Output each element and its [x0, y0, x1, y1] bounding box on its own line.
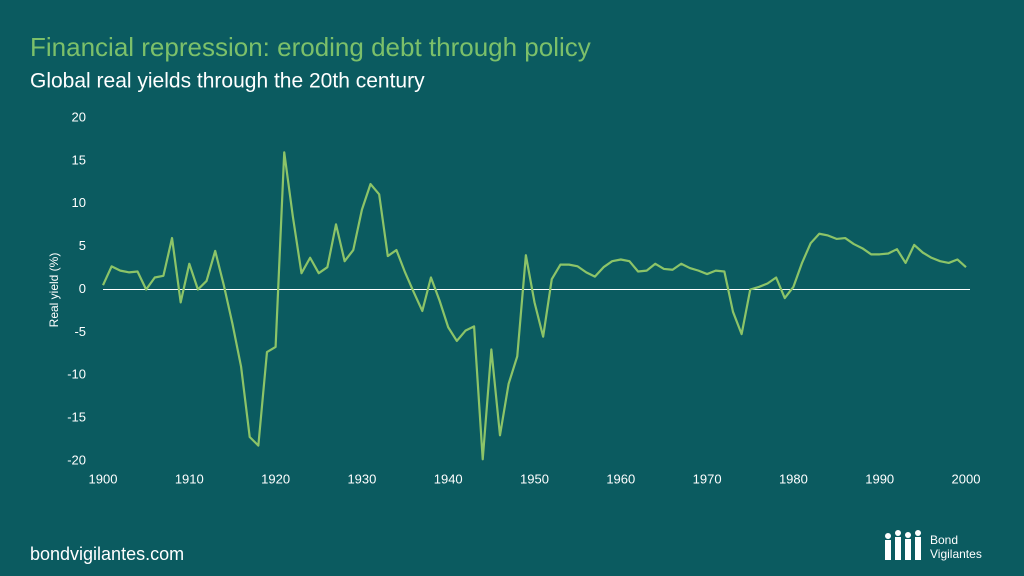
x-tick-label: 1910 — [175, 471, 204, 486]
chart-title: Financial repression: eroding debt throu… — [30, 32, 591, 62]
x-tick-label: 1950 — [520, 471, 549, 486]
y-tick-label: -20 — [67, 452, 86, 467]
x-tick-label: 2000 — [952, 471, 981, 486]
y-tick-label: 5 — [79, 238, 86, 253]
x-tick-label: 1960 — [606, 471, 635, 486]
x-tick-label: 1940 — [434, 471, 463, 486]
y-tick-label: 15 — [72, 152, 86, 167]
logo-text: Bond — [930, 533, 958, 547]
logo: Bond Vigilantes — [885, 530, 982, 561]
x-tick-label: 1990 — [865, 471, 894, 486]
x-tick-label: 1970 — [693, 471, 722, 486]
x-tick-label: 1930 — [347, 471, 376, 486]
y-tick-label: 20 — [72, 109, 86, 124]
logo-figures — [885, 530, 921, 560]
y-tick-label: 10 — [72, 195, 86, 210]
y-tick-label: 0 — [79, 281, 86, 296]
chart-subtitle: Global real yields through the 20th cent… — [30, 70, 425, 93]
y-tick-label: -10 — [67, 367, 86, 382]
logo-text: Vigilantes — [930, 547, 982, 561]
y-tick-label: -5 — [74, 324, 86, 339]
x-tick-label: 1980 — [779, 471, 808, 486]
x-tick-label: 1900 — [89, 471, 118, 486]
website: bondvigilantes.com — [30, 544, 184, 564]
y-axis-label: Real yield (%) — [47, 253, 61, 328]
y-tick-label: -15 — [67, 410, 86, 425]
data-line — [101, 151, 967, 461]
x-tick-label: 1920 — [261, 471, 290, 486]
